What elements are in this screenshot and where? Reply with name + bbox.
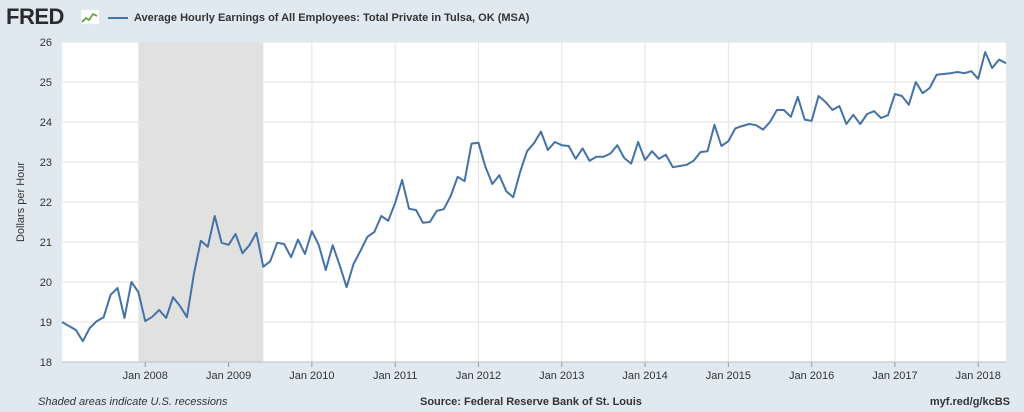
legend-series-label[interactable]: Average Hourly Earnings of All Employees… <box>134 12 530 24</box>
x-tick-label: Jan 2015 <box>706 370 751 382</box>
legend-swatch <box>108 17 128 19</box>
x-tick-label: Jan 2012 <box>456 370 501 382</box>
x-tick-label: Jan 2017 <box>872 370 917 382</box>
source-text: Source: Federal Reserve Bank of St. Loui… <box>420 396 642 408</box>
y-tick-label: 23 <box>40 157 52 169</box>
x-tick-label: Jan 2010 <box>289 370 334 382</box>
short-url-link[interactable]: myf.red/g/kcBS <box>929 396 1010 408</box>
fred-chart-icon <box>80 9 100 25</box>
series-layer <box>61 51 1007 343</box>
y-tick-label: 20 <box>40 277 52 289</box>
y-tick-label: 19 <box>40 317 52 329</box>
y-tick-label: 22 <box>40 197 52 209</box>
x-tick-label: Jan 2014 <box>622 370 667 382</box>
y-tick-label: 25 <box>40 77 52 89</box>
chart-header: FRED Average Hourly Earnings of All Empl… <box>0 0 1024 34</box>
recession-note: Shaded areas indicate U.S. recessions <box>38 396 228 408</box>
y-tick-label: 18 <box>40 357 52 369</box>
x-tick-label: Jan 2011 <box>373 370 417 382</box>
x-tick-label: Jan 2018 <box>956 370 1001 382</box>
x-tick-label: Jan 2008 <box>123 370 168 382</box>
chart-footer: Shaded areas indicate U.S. recessions So… <box>0 393 1024 412</box>
series-line <box>61 51 1007 343</box>
x-tick-label: Jan 2013 <box>539 370 584 382</box>
fred-logo[interactable]: FRED <box>6 4 64 29</box>
y-tick-label: 26 <box>40 37 52 49</box>
y-axis-label: Dollars per Hour <box>15 162 27 242</box>
y-axis: 18 19 20 21 22 23 24 25 26 <box>40 37 52 369</box>
x-tick-label: Jan 2009 <box>206 370 251 382</box>
x-tick-label: Jan 2016 <box>789 370 834 382</box>
legend: Average Hourly Earnings of All Employees… <box>108 12 529 24</box>
x-axis: Jan 2008 Jan 2009 Jan 2010 Jan 2011 Jan 2012… <box>62 361 1006 382</box>
y-tick-label: 21 <box>40 237 52 249</box>
y-tick-label: 24 <box>40 117 52 129</box>
